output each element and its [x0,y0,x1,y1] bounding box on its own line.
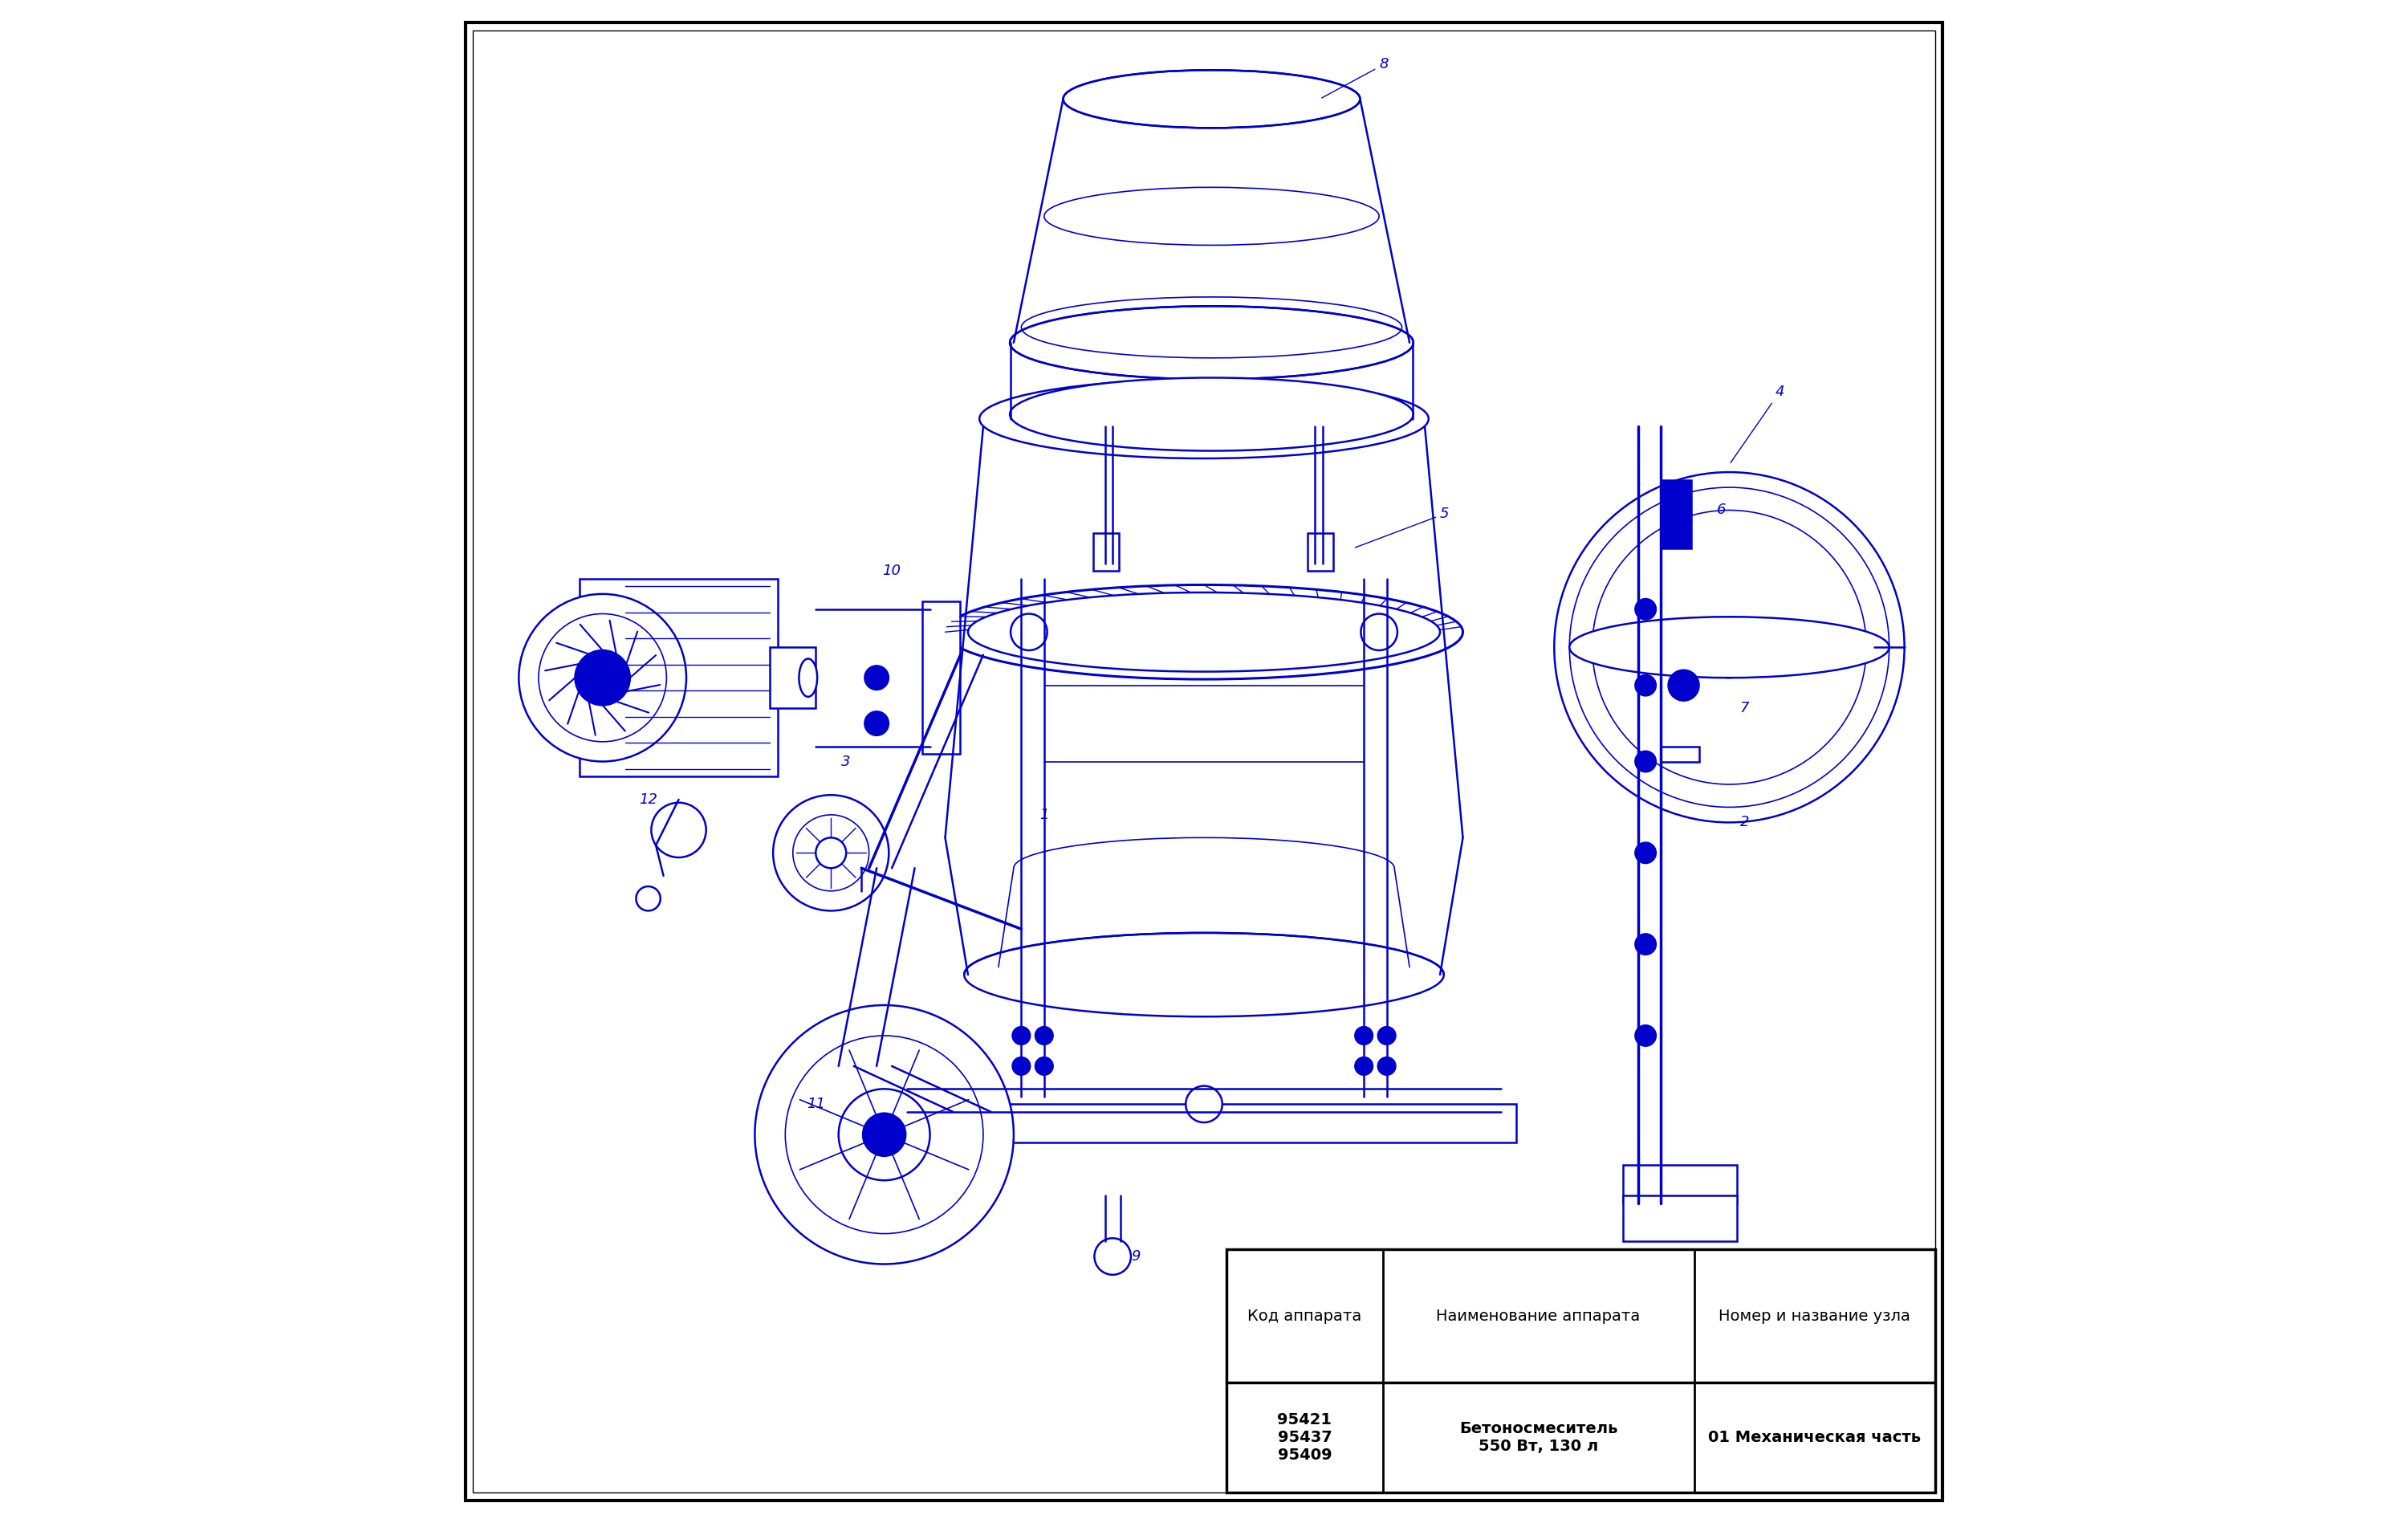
Text: 9: 9 [1132,1249,1139,1264]
Circle shape [576,650,631,705]
Circle shape [1361,614,1397,650]
Ellipse shape [1570,617,1890,678]
Circle shape [1011,1027,1031,1045]
Bar [1662,480,1690,548]
Circle shape [1700,617,1760,678]
Circle shape [1635,934,1657,955]
Ellipse shape [980,379,1428,458]
Text: Номер и название узла: Номер и название узла [1719,1308,1910,1323]
Circle shape [1035,1057,1052,1075]
Text: 1: 1 [1040,807,1050,822]
Bar [1093,533,1120,571]
Ellipse shape [1009,378,1413,451]
Text: Бетоносмеситель
550 Вт, 130 л: Бетоносмеситель 550 Вт, 130 л [1459,1421,1618,1454]
Circle shape [1635,1025,1657,1046]
Circle shape [1035,1027,1052,1045]
Ellipse shape [1064,70,1361,128]
Circle shape [754,1005,1014,1264]
Circle shape [1185,1086,1223,1122]
Bar [1623,1196,1736,1241]
Circle shape [1377,1027,1397,1045]
Ellipse shape [799,658,816,698]
Text: 7: 7 [1741,701,1748,716]
Bar [1308,533,1334,571]
Bar [580,579,778,777]
Text: 01 Механическая часть: 01 Механическая часть [1707,1430,1922,1445]
Circle shape [1635,842,1657,864]
Ellipse shape [946,585,1462,679]
Bar [1226,1249,1936,1493]
Circle shape [518,594,686,762]
Circle shape [1635,675,1657,696]
Text: 3: 3 [840,754,850,769]
Ellipse shape [963,932,1445,1017]
Circle shape [773,795,889,911]
Circle shape [1011,1057,1031,1075]
Circle shape [1635,751,1657,772]
Text: 5: 5 [1356,507,1450,547]
Bar [1662,746,1700,762]
Circle shape [864,666,889,690]
Text: 4: 4 [1731,385,1784,463]
Circle shape [1669,670,1700,701]
Text: 95421
95437
95409: 95421 95437 95409 [1276,1412,1332,1464]
Ellipse shape [1009,306,1413,379]
Circle shape [862,1113,905,1156]
Bar [891,1104,1517,1142]
Circle shape [1011,614,1047,650]
Text: 8: 8 [1322,58,1389,97]
Circle shape [1356,1057,1373,1075]
Text: 6: 6 [1717,503,1727,518]
Text: 10: 10 [884,564,901,579]
Circle shape [1377,1057,1397,1075]
Text: 2: 2 [1741,815,1748,830]
Circle shape [864,711,889,736]
Circle shape [1356,1027,1373,1045]
Bar [1623,1165,1736,1203]
Circle shape [1553,472,1905,822]
Bar [771,647,816,708]
Text: 12: 12 [638,792,657,807]
Circle shape [838,1089,929,1180]
Bar [922,602,961,754]
Text: Наименование аппарата: Наименование аппарата [1435,1308,1640,1323]
Text: 11: 11 [807,1097,826,1112]
Text: Код аппарата: Код аппарата [1247,1308,1363,1323]
Circle shape [1635,599,1657,620]
Circle shape [816,838,845,868]
